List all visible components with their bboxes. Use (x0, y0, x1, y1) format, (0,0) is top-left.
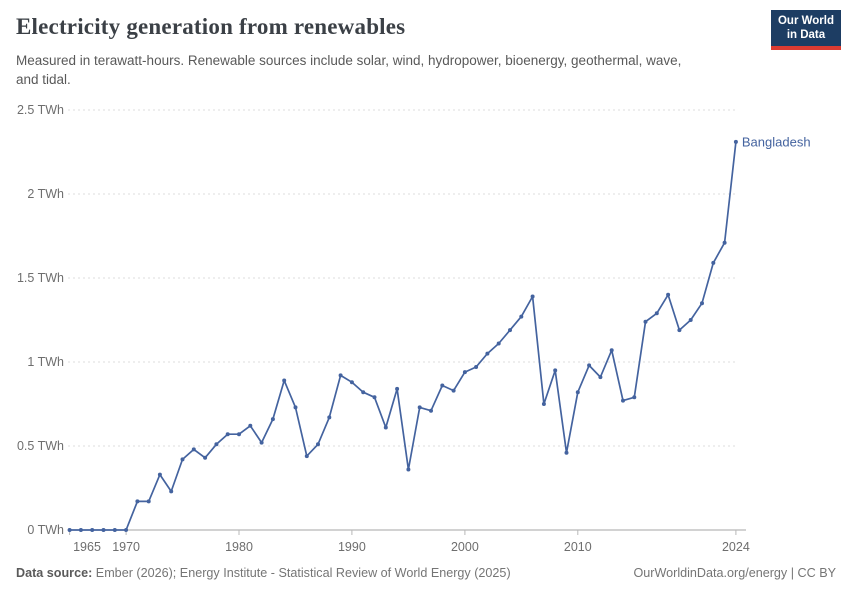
data-point (361, 390, 366, 395)
data-point (191, 447, 196, 452)
x-tick-label: 1970 (112, 540, 140, 554)
data-point (282, 378, 287, 383)
x-tick-label: 2024 (722, 540, 750, 554)
y-tick-label: 0.5 TWh (17, 439, 64, 453)
chart-title: Electricity generation from renewables (16, 14, 406, 39)
owid-logo-line2: in Data (786, 28, 826, 41)
data-point (440, 383, 445, 388)
data-point (395, 386, 400, 391)
chart-subtitle: Measured in terawatt-hours. Renewable so… (16, 53, 682, 88)
chart-footer: Data source: Ember (2026); Energy Instit… (16, 566, 836, 580)
data-point (496, 341, 501, 346)
y-tick-label: 2 TWh (27, 187, 64, 201)
data-point (508, 328, 512, 333)
data-point (135, 499, 140, 504)
x-tick-label: 1965 (73, 540, 101, 554)
series-end-label[interactable]: Bangladesh (742, 134, 811, 149)
series-line (68, 141, 737, 531)
data-point (632, 395, 637, 400)
data-point (621, 398, 625, 403)
data-point (90, 528, 95, 532)
data-point (530, 294, 535, 299)
owid-logo-line1: Our World (777, 15, 834, 27)
data-point (564, 450, 569, 455)
data-point (474, 365, 479, 369)
data-point (338, 373, 343, 378)
data-source: Data source: Ember (2026); Energy Instit… (16, 566, 511, 580)
data-point (214, 442, 219, 447)
data-point (654, 311, 659, 316)
data-point (124, 528, 129, 532)
data-point (733, 139, 738, 144)
data-point (112, 528, 117, 532)
data-point (270, 417, 275, 422)
data-point (101, 528, 106, 532)
data-point (406, 467, 411, 472)
data-point (316, 442, 320, 447)
data-point (248, 423, 253, 428)
x-tick-label: 1980 (225, 540, 253, 554)
line-chart: 0 TWh 0.5 TWh 1 TWh 1.5 TWh 2 TWh 2.5 TWh 1965… (17, 103, 811, 554)
data-point (519, 314, 524, 319)
data-source-text: Ember (2026); Energy Institute - Statist… (92, 566, 511, 580)
data-point (609, 348, 614, 353)
data-point (67, 528, 72, 532)
y-tick-label: 1.5 TWh (17, 271, 64, 285)
data-point (237, 432, 241, 437)
data-point (666, 292, 671, 297)
data-point (700, 301, 704, 306)
data-point (643, 319, 648, 324)
data-point (598, 375, 603, 380)
x-tick-label: 1990 (338, 540, 366, 554)
data-point (169, 489, 174, 494)
y-tick-label: 1 TWh (27, 355, 64, 369)
y-tick-label: 2.5 TWh (17, 103, 64, 117)
data-point (293, 405, 298, 410)
x-tick-label: 2010 (564, 540, 592, 554)
data-point (553, 368, 558, 373)
data-point (711, 260, 716, 265)
data-point (180, 457, 185, 462)
data-point (541, 402, 546, 406)
owid-url-link[interactable]: OurWorldinData.org/energy | CC BY (633, 566, 836, 580)
data-point (587, 363, 592, 368)
data-point (327, 415, 332, 420)
data-point (451, 388, 456, 393)
data-point (304, 454, 309, 459)
data-point (575, 390, 580, 395)
data-point (157, 472, 162, 477)
owid-logo[interactable]: Our World in Data (770, 10, 841, 50)
data-point (225, 432, 230, 437)
data-point (259, 440, 264, 445)
data-point (146, 499, 151, 504)
data-point (677, 328, 682, 333)
x-tick-label: 2000 (451, 540, 479, 554)
data-point (688, 318, 693, 322)
data-point (203, 455, 208, 460)
data-point (78, 528, 83, 532)
data-point (417, 405, 422, 410)
data-point (485, 351, 490, 356)
data-point (722, 240, 727, 245)
data-point (372, 395, 377, 400)
data-point (383, 425, 388, 430)
data-point (429, 408, 433, 413)
y-tick-label: 0 TWh (27, 523, 64, 537)
data-point (349, 380, 354, 385)
data-source-label: Data source: (16, 566, 93, 580)
data-point (462, 370, 467, 375)
